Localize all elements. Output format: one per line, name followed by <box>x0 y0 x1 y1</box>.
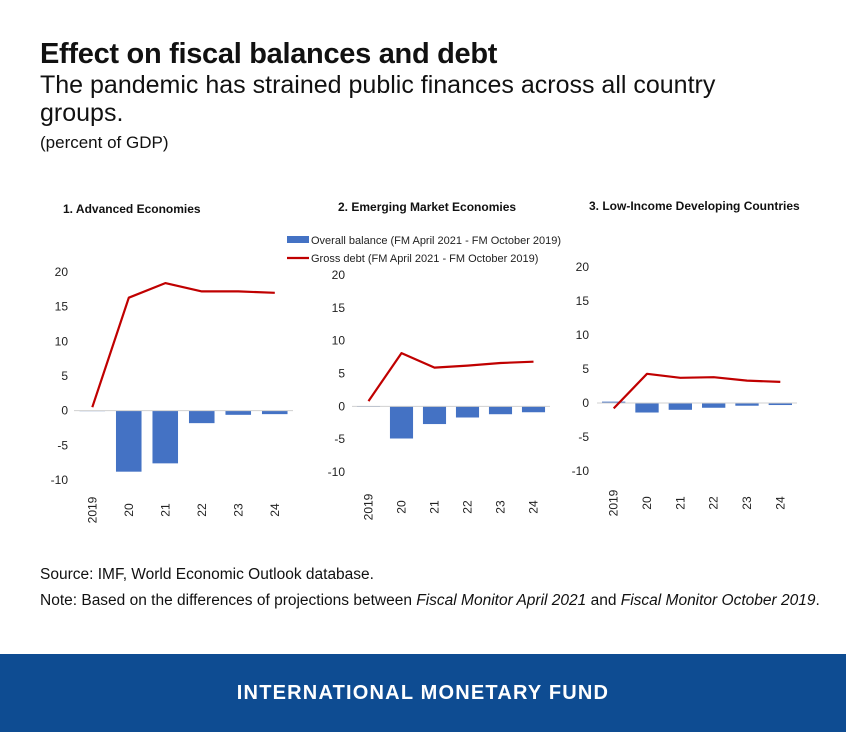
line-gross-debt <box>367 352 534 402</box>
x-tick-label: 23 <box>494 500 508 514</box>
note-end: . <box>815 592 820 609</box>
y-tick-label: -5 <box>578 430 589 444</box>
y-tick-label: 0 <box>61 404 68 418</box>
x-tick-label: 22 <box>707 496 721 510</box>
y-tick-label: 10 <box>576 328 590 342</box>
x-tick-label: 23 <box>740 496 754 510</box>
y-tick-label: -5 <box>57 438 68 452</box>
y-tick-label: -10 <box>51 473 69 487</box>
y-tick-label: -10 <box>328 465 346 479</box>
x-tick-label: 22 <box>461 500 475 514</box>
bar-overall-balance <box>602 401 626 403</box>
source-note: Source: IMF, World Economic Outlook data… <box>40 566 374 583</box>
chart-panel-3: 3. Low-Income Developing Countries 20 15 10… <box>572 199 800 516</box>
x-tick-label: 24 <box>527 500 541 514</box>
y-tick-label: 15 <box>332 301 346 315</box>
chart-title: Effect on fiscal balances and debt <box>40 38 498 70</box>
x-tick-label: 21 <box>428 500 442 514</box>
line-gross-debt <box>91 281 275 408</box>
bar-overall-balance <box>735 403 759 406</box>
x-tick-label: 22 <box>195 503 209 517</box>
line-gross-debt <box>612 372 781 410</box>
x-tick-label: 20 <box>122 503 136 517</box>
panel-title: 1. Advanced Economies <box>63 202 201 216</box>
chart-subtitle: The pandemic has strained public finance… <box>40 71 716 127</box>
legend-bar-swatch <box>287 236 309 243</box>
y-tick-label: 0 <box>338 399 345 413</box>
bar-overall-balance <box>225 410 252 415</box>
bar-overall-balance <box>389 406 414 439</box>
imf-brand: INTERNATIONAL MONETARY FUND <box>236 681 610 704</box>
x-tick-label: 2019 <box>362 493 376 520</box>
y-tick-label: 20 <box>55 265 69 279</box>
y-tick-label: 5 <box>61 369 68 383</box>
bar-overall-balance <box>261 410 288 415</box>
footnote: Note: Based on the differences of projec… <box>40 592 820 610</box>
x-tick-label: 23 <box>231 503 245 517</box>
legend: Overall balance (FM April 2021 - FM Octo… <box>287 235 561 265</box>
panel-title: 2. Emerging Market Economies <box>338 200 516 214</box>
note-prefix: Note: Based on the differences of projec… <box>40 592 417 609</box>
x-tick-label: 20 <box>395 500 409 514</box>
x-tick-label: 24 <box>268 503 282 517</box>
bar-overall-balance <box>115 410 142 472</box>
note-and: and <box>586 592 621 609</box>
bar-overall-balance <box>521 406 546 413</box>
bar-overall-balance <box>422 406 447 425</box>
y-tick-label: 10 <box>332 334 346 348</box>
bar-overall-balance <box>455 406 480 418</box>
y-tick-label: 5 <box>338 367 345 381</box>
x-tick-label: 20 <box>640 496 654 510</box>
chart-panel-2: 2. Emerging Market Economies 20 15 10 5 0 -5 -1… <box>328 200 550 520</box>
bar-overall-balance <box>668 403 692 410</box>
charts-panel: 1. Advanced Economies 20 15 10 5 0 -5 -10 2019 20… <box>51 199 800 523</box>
y-tick-label: 20 <box>332 268 346 282</box>
footer-bar: INTERNATIONAL MONETARY FUND <box>0 654 846 732</box>
y-tick-label: 0 <box>582 396 589 410</box>
panel-title: 3. Low-Income Developing Countries <box>589 199 800 213</box>
y-tick-label: 15 <box>55 300 69 314</box>
chart-panel-1: 1. Advanced Economies 20 15 10 5 0 -5 -10 2019 20… <box>51 202 293 523</box>
bar-overall-balance <box>152 410 179 464</box>
note-fm-october-2019: Fiscal Monitor October 2019 <box>620 592 816 609</box>
unit-label: (percent of GDP) <box>40 133 169 152</box>
x-tick-label: 21 <box>158 503 172 517</box>
note-fm-april-2021: Fiscal Monitor April 2021 <box>416 592 587 609</box>
y-tick-label: -10 <box>572 464 590 478</box>
x-tick-label: 24 <box>773 496 787 510</box>
x-tick-label: 2019 <box>85 496 99 523</box>
bar-overall-balance <box>635 403 659 413</box>
x-tick-label: 2019 <box>607 489 621 516</box>
x-tick-label: 21 <box>673 496 687 510</box>
y-tick-label: 20 <box>576 260 590 274</box>
y-tick-label: -5 <box>334 432 345 446</box>
y-tick-label: 15 <box>576 294 590 308</box>
legend-bar-label: Overall balance (FM April 2021 - FM Octo… <box>311 235 561 247</box>
bar-overall-balance <box>188 410 215 424</box>
bar-overall-balance <box>702 403 726 408</box>
legend-line-label: Gross debt (FM April 2021 - FM October 2… <box>311 253 538 265</box>
bar-overall-balance <box>488 406 513 415</box>
bar-overall-balance <box>768 403 792 406</box>
y-tick-label: 10 <box>55 334 69 348</box>
y-tick-label: 5 <box>582 362 589 376</box>
